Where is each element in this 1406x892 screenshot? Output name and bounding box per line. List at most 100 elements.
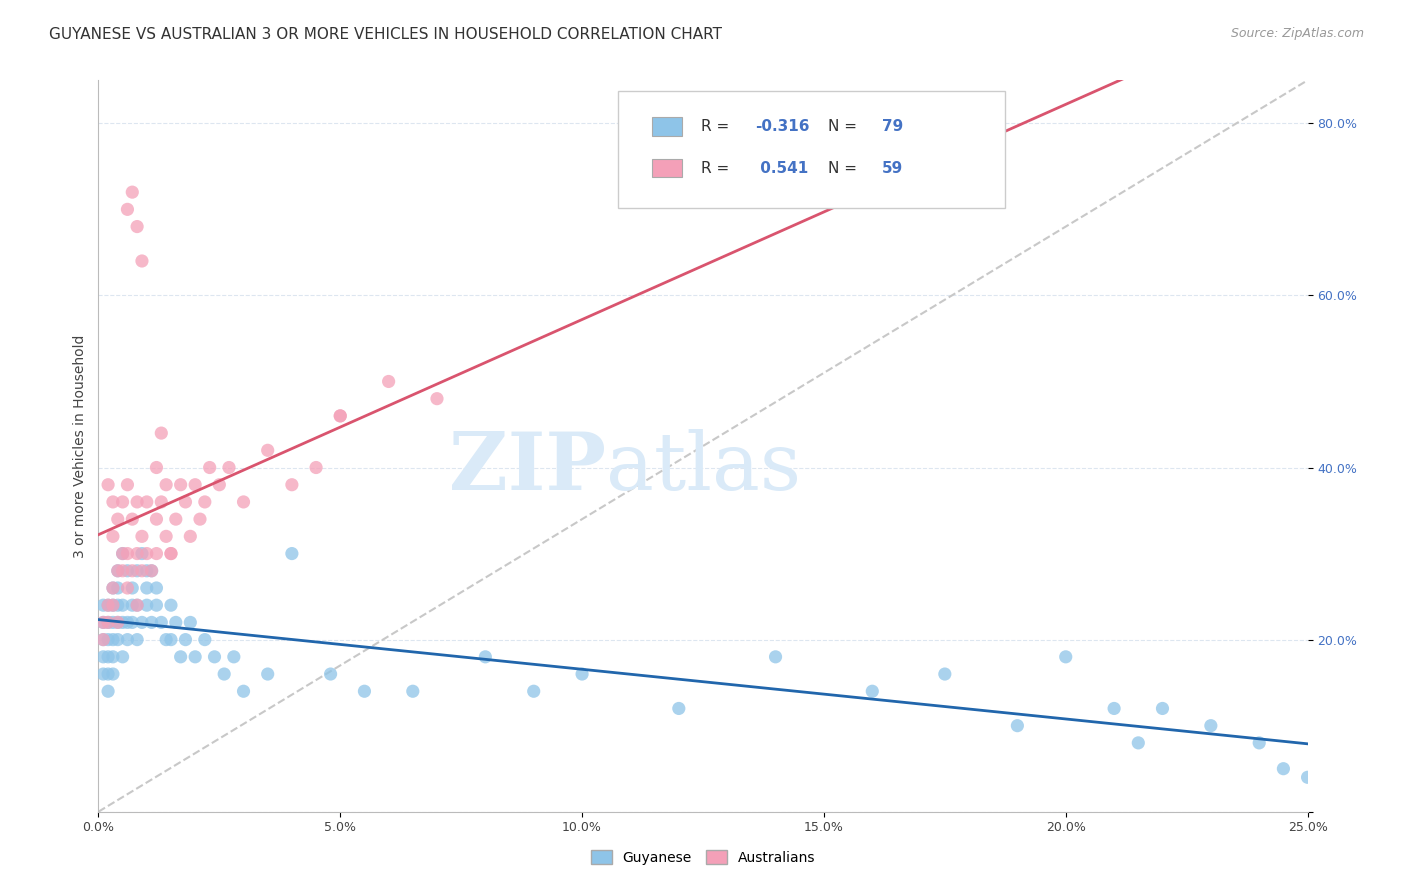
Point	[402, 684, 425, 698]
FancyBboxPatch shape	[652, 159, 682, 178]
Point	[145, 598, 167, 612]
Point	[131, 547, 153, 561]
Point	[127, 598, 149, 612]
Point	[97, 615, 120, 630]
Point	[117, 564, 139, 578]
Point	[131, 254, 153, 268]
Point	[1272, 762, 1295, 776]
Point	[256, 667, 278, 681]
Point	[91, 667, 114, 681]
Point	[155, 632, 177, 647]
Point	[1054, 649, 1077, 664]
Point	[160, 632, 183, 647]
Point	[101, 529, 124, 543]
Point	[1296, 770, 1319, 784]
Point	[1152, 701, 1174, 715]
Point	[97, 632, 120, 647]
Point	[101, 598, 124, 612]
Point	[765, 649, 787, 664]
Point	[91, 632, 114, 647]
Point	[188, 512, 211, 526]
Point	[107, 564, 129, 578]
Point	[111, 495, 134, 509]
Point	[97, 649, 120, 664]
Point	[150, 426, 173, 441]
Point	[571, 667, 593, 681]
Point	[127, 495, 149, 509]
Point	[145, 581, 167, 595]
Point	[179, 529, 201, 543]
Point	[111, 649, 134, 664]
Point	[121, 564, 143, 578]
Point	[121, 512, 143, 526]
Point	[160, 547, 183, 561]
Point	[281, 477, 304, 491]
Point	[141, 564, 163, 578]
Point	[194, 632, 217, 647]
Point	[101, 667, 124, 681]
Point	[165, 615, 187, 630]
Point	[169, 649, 191, 664]
Text: ZIP: ZIP	[450, 429, 606, 507]
Point	[353, 684, 375, 698]
Point	[111, 564, 134, 578]
Text: N =: N =	[828, 119, 862, 134]
Point	[474, 649, 496, 664]
Point	[117, 615, 139, 630]
Point	[135, 564, 157, 578]
Point	[117, 581, 139, 595]
Point	[91, 598, 114, 612]
Point	[1102, 701, 1125, 715]
Point	[208, 477, 231, 491]
Point	[127, 547, 149, 561]
Point	[165, 512, 187, 526]
Point	[150, 495, 173, 509]
Point	[1007, 719, 1029, 733]
Text: 79: 79	[882, 119, 903, 134]
Point	[150, 615, 173, 630]
Text: 0.541: 0.541	[755, 161, 808, 176]
Point	[117, 477, 139, 491]
Point	[160, 547, 183, 561]
Point	[97, 598, 120, 612]
Point	[97, 684, 120, 698]
Point	[860, 684, 883, 698]
Point	[97, 615, 120, 630]
Point	[1128, 736, 1150, 750]
Point	[107, 512, 129, 526]
Point	[145, 460, 167, 475]
Point	[174, 632, 197, 647]
Point	[97, 667, 120, 681]
Point	[107, 564, 129, 578]
Point	[184, 477, 207, 491]
Point	[135, 581, 157, 595]
Point	[127, 219, 149, 234]
Point	[218, 460, 240, 475]
Point	[107, 632, 129, 647]
Point	[523, 684, 546, 698]
Point	[222, 649, 245, 664]
Point	[281, 547, 304, 561]
Point	[232, 495, 254, 509]
Point	[232, 684, 254, 698]
Point	[127, 564, 149, 578]
Point	[1199, 719, 1222, 733]
Point	[377, 375, 399, 389]
Point	[155, 477, 177, 491]
Point	[107, 581, 129, 595]
Point	[121, 185, 143, 199]
Point	[101, 632, 124, 647]
Point	[127, 598, 149, 612]
Text: R =: R =	[700, 161, 734, 176]
Point	[319, 667, 342, 681]
Text: Source: ZipAtlas.com: Source: ZipAtlas.com	[1230, 27, 1364, 40]
Point	[135, 547, 157, 561]
Point	[174, 495, 197, 509]
Point	[204, 649, 226, 664]
Point	[179, 615, 201, 630]
Point	[329, 409, 352, 423]
Point	[194, 495, 217, 509]
Point	[668, 701, 690, 715]
Point	[97, 598, 120, 612]
Point	[256, 443, 278, 458]
